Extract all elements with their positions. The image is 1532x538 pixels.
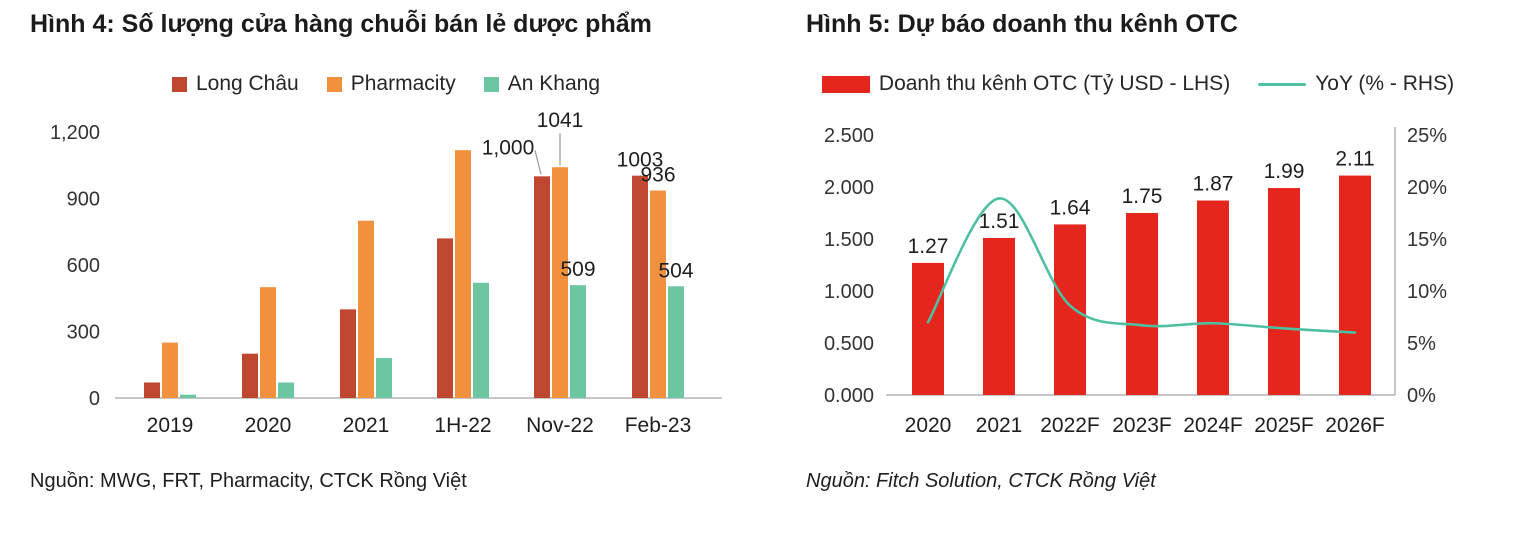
fig5-x-label: 2024F (1183, 414, 1243, 437)
fig5-bar-2023F (1126, 213, 1158, 395)
fig5-y-tick-left: 0.500 (824, 333, 874, 355)
fig5-legend-bar-label: Doanh thu kênh OTC (Tỷ USD - LHS) (878, 72, 1231, 95)
fig4-bar-Pharmacity-1H-22 (455, 150, 471, 398)
fig5-legend-line-swatch (1258, 82, 1307, 86)
fig4-x-label: 1H-22 (434, 414, 491, 437)
fig5-y-tick-right: 25% (1407, 125, 1447, 147)
fig4-bar-An Khang-1H-22 (473, 282, 489, 398)
fig5-x-label: 2026F (1325, 414, 1385, 437)
figure-4-source: Nguồn: MWG, FRT, Pharmacity, CTCK Rồng V… (30, 470, 467, 492)
fig4-bar-Long Châu-1H-22 (437, 238, 453, 398)
fig4-y-tick: 1,200 (50, 122, 100, 144)
fig4-bar-Long Châu-Feb-23 (632, 175, 648, 398)
fig4-x-label: 2019 (147, 414, 194, 437)
fig5-data-label: 1.75 (1122, 185, 1163, 208)
fig4-bar-Pharmacity-2019 (162, 342, 178, 398)
fig5-x-label: 2020 (905, 414, 952, 437)
fig5-y-tick-left: 2.000 (824, 177, 874, 199)
figure-5: Hình 5: Dự báo doanh thu kênh OTC Doanh … (806, 0, 1470, 538)
fig5-x-label: 2021 (976, 414, 1023, 437)
figure-4-title: Hình 4: Số lượng cửa hàng chuỗi bán lẻ d… (30, 10, 652, 38)
fig4-x-label: 2021 (343, 414, 390, 437)
fig4-data-label: 1041 (537, 109, 584, 132)
fig5-data-label: 1.87 (1193, 173, 1234, 196)
fig4-bar-An Khang-2019 (180, 394, 196, 398)
fig4-bar-An Khang-Feb-23 (668, 286, 684, 398)
fig5-yoy-line (926, 197, 1357, 334)
fig5-y-tick-left: 1.500 (824, 229, 874, 251)
fig4-x-label: 2020 (245, 414, 292, 437)
fig5-x-label: 2023F (1112, 414, 1172, 437)
fig4-leader-line (534, 150, 542, 175)
fig5-bar-2021 (983, 237, 1015, 395)
fig4-data-label: 504 (658, 259, 693, 282)
fig5-x-label: 2025F (1254, 414, 1314, 437)
fig4-bar-An Khang-2021 (376, 358, 392, 398)
fig5-bar-2022F (1054, 224, 1086, 395)
fig5-y-tick-right: 5% (1407, 333, 1436, 355)
fig4-bar-An Khang-2020 (278, 382, 294, 398)
fig5-data-label: 2.11 (1335, 148, 1374, 171)
fig4-legend-item-0-swatch (171, 76, 187, 92)
fig4-data-label: 509 (560, 258, 595, 281)
fig5-bar-2020 (912, 262, 944, 395)
figure-5-source: Nguồn: Fitch Solution, CTCK Rồng Việt (806, 470, 1156, 492)
fig5-data-label: 1.99 (1264, 160, 1305, 183)
fig4-bar-Long Châu-2021 (340, 309, 356, 398)
fig5-x-label: 2022F (1040, 414, 1100, 437)
fig4-legend-item-1-label: Pharmacity (350, 72, 456, 95)
fig4-legend-item-1: Pharmacity (326, 72, 456, 96)
figure-4: Hình 4: Số lượng cửa hàng chuỗi bán lẻ d… (30, 0, 742, 538)
fig4-data-label: 1,000 (482, 136, 535, 159)
fig5-data-label: 1.27 (908, 235, 949, 258)
fig5-data-label: 1.64 (1050, 196, 1091, 219)
fig4-x-label: Feb-23 (625, 414, 692, 437)
fig4-y-tick: 900 (67, 189, 100, 211)
fig5-y-tick-left: 2.500 (824, 125, 874, 147)
fig5-y-tick-right: 10% (1407, 281, 1447, 303)
fig4-y-tick: 600 (67, 255, 100, 277)
fig4-legend-item-0: Long Châu (171, 72, 299, 96)
fig4-bar-Pharmacity-2020 (260, 287, 276, 398)
fig4-bar-Long Châu-Nov-22 (534, 176, 550, 398)
fig4-bar-Long Châu-2019 (144, 382, 160, 398)
fig5-data-label: 1.51 (979, 210, 1020, 233)
fig4-y-tick: 300 (67, 322, 100, 344)
figure-5-chart: 0.000 0.500 1.000 1.500 2.000 2.500 0% 5% 10% 15%… (824, 125, 1447, 437)
fig4-legend-item-2-label: An Khang (507, 72, 601, 95)
fig5-y-tick-left: 0.000 (824, 385, 874, 407)
fig5-y-tick-right: 20% (1407, 177, 1447, 199)
fig5-y-tick-right: 15% (1407, 229, 1447, 251)
fig5-y-tick-left: 1.000 (824, 281, 874, 303)
fig4-bar-Long Châu-2020 (242, 353, 258, 398)
fig4-legend-item-1-swatch (326, 76, 342, 92)
fig5-bar-2026F (1339, 175, 1371, 395)
fig5-y-tick-right: 0% (1407, 385, 1436, 407)
fig4-data-label: 936 (640, 164, 675, 187)
fig5-legend-bar: Doanh thu kênh OTC (Tỷ USD - LHS) (821, 72, 1231, 96)
fig5-bar-2024F (1197, 200, 1229, 395)
figure-4-chart: 0 300 600 900 1,200 2019 2020 2021 1H-22 Nov-22 Fe… (50, 109, 722, 437)
fig4-y-tick: 0 (89, 388, 100, 410)
fig4-x-label: Nov-22 (526, 414, 594, 437)
fig5-legend-line: YoY (% - RHS) (1258, 72, 1454, 96)
fig4-bar-An Khang-Nov-22 (570, 285, 586, 398)
fig5-legend-line-label: YoY (% - RHS) (1315, 72, 1455, 95)
fig4-bar-Pharmacity-Feb-23 (650, 190, 666, 398)
figure-5-title: Hình 5: Dự báo doanh thu kênh OTC (806, 10, 1238, 38)
fig4-legend-item-0-label: Long Châu (195, 72, 299, 95)
figure-5-legend: Doanh thu kênh OTC (Tỷ USD - LHS) YoY (% … (806, 72, 1470, 96)
fig4-data-label: 1003 (617, 149, 664, 172)
fig4-bar-Pharmacity-2021 (358, 220, 374, 398)
fig4-legend-item-2: An Khang (483, 72, 601, 96)
fig4-bar-Pharmacity-Nov-22 (552, 167, 568, 398)
figure-4-legend: Long Châu Pharmacity An Khang (30, 72, 742, 96)
fig4-legend-item-2-swatch (483, 76, 499, 92)
fig5-legend-bar-swatch (821, 75, 870, 93)
fig5-bar-2025F (1268, 188, 1300, 395)
